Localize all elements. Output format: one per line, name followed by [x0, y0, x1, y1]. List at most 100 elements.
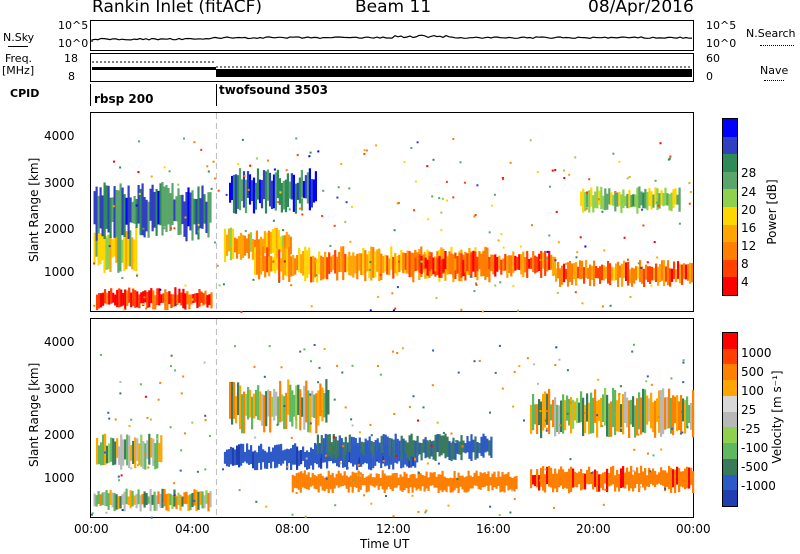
heatmap-cell	[454, 442, 457, 460]
heatmap-cell	[107, 493, 110, 510]
heatmap-speckle	[177, 183, 180, 186]
heatmap-speckle	[659, 142, 662, 145]
heatmap-speckle	[118, 479, 121, 482]
heatmap-cell	[280, 443, 283, 466]
heatmap-cell	[443, 476, 446, 491]
heatmap-cell	[338, 435, 341, 453]
heatmap-cell	[586, 470, 589, 484]
heatmap-speckle	[566, 412, 569, 415]
heatmap-cell	[331, 472, 334, 493]
heatmap-cell	[206, 295, 209, 308]
heatmap-cell	[415, 478, 418, 491]
power-cbar-tick-28: 28	[741, 166, 757, 180]
heatmap-cell	[297, 472, 300, 490]
heatmap-cell	[461, 475, 464, 490]
heatmap-cell	[138, 443, 141, 466]
heatmap-speckle	[377, 295, 380, 298]
heatmap-cell	[669, 268, 672, 287]
heatmap-cell	[136, 438, 139, 461]
heatmap-speckle	[276, 423, 279, 426]
heatmap-cell	[524, 257, 527, 273]
heatmap-cell	[135, 199, 138, 228]
heatmap-cell	[390, 450, 393, 465]
heatmap-cell	[145, 493, 148, 505]
heatmap-cell	[294, 183, 297, 214]
heatmap-cell	[180, 292, 183, 306]
heatmap-cell	[452, 254, 455, 278]
heatmap-cell	[546, 256, 549, 272]
heatmap-cell	[113, 223, 116, 257]
heatmap-speckle	[204, 414, 207, 417]
heatmap-cell	[674, 396, 677, 424]
freq-label-1: Freq.	[5, 52, 33, 65]
heatmap-cell	[418, 254, 421, 273]
heatmap-cell	[412, 252, 415, 272]
heatmap-cell	[242, 171, 246, 208]
heatmap-cell	[650, 191, 653, 210]
heatmap-cell	[586, 393, 589, 422]
heatmap-speckle	[682, 381, 685, 384]
heatmap-cell	[606, 394, 609, 437]
heatmap-cell	[243, 391, 246, 434]
heatmap-cell	[248, 174, 252, 205]
heatmap-cell	[487, 471, 490, 492]
heatmap-speckle	[234, 204, 237, 207]
heatmap-cell	[378, 248, 381, 281]
heatmap-cell	[277, 229, 280, 253]
heatmap-cell	[420, 443, 423, 461]
heatmap-cell	[344, 254, 347, 273]
heatmap-cell	[466, 253, 469, 272]
heatmap-cell	[155, 189, 158, 236]
power-cbar-label: Power [dB]	[765, 179, 779, 245]
heatmap-cell	[171, 183, 174, 226]
heatmap-cell	[351, 471, 354, 493]
xtick-1: 04:00	[175, 522, 210, 536]
heatmap-cell	[321, 475, 324, 491]
heatmap-cell	[258, 179, 262, 204]
heatmap-cell	[131, 237, 134, 270]
heatmap-cell	[251, 396, 254, 430]
heatmap-speckle	[469, 275, 472, 278]
cpid-divider-start	[90, 84, 91, 106]
heatmap-cell	[490, 436, 493, 458]
heatmap-speckle	[545, 427, 548, 430]
heatmap-cell	[651, 266, 654, 281]
heatmap-speckle	[184, 216, 187, 219]
heatmap-cell	[117, 225, 120, 273]
heatmap-cell	[106, 445, 109, 464]
heatmap-cell	[582, 397, 585, 437]
heatmap-cell	[193, 198, 196, 225]
heatmap-cell	[295, 473, 298, 489]
heatmap-speckle	[401, 347, 404, 350]
heatmap-speckle	[295, 492, 298, 494]
heatmap-cell	[558, 469, 561, 488]
heatmap-speckle	[217, 189, 220, 192]
heatmap-cell	[636, 187, 639, 214]
heatmap-cell	[191, 492, 194, 507]
heatmap-cell	[470, 252, 473, 278]
heatmap-speckle	[423, 251, 426, 254]
heatmap-cell	[458, 441, 461, 455]
heatmap-cell	[642, 471, 645, 488]
heatmap-cell	[148, 290, 151, 308]
heatmap-speckle	[295, 137, 298, 140]
heatmap-cell	[323, 393, 326, 418]
heatmap-cell	[264, 450, 267, 469]
heatmap-cell	[510, 255, 513, 277]
heatmap-cell	[655, 263, 658, 282]
heatmap-cell	[254, 450, 257, 471]
heatmap-cell	[480, 436, 483, 456]
heatmap-speckle	[105, 511, 108, 514]
heatmap-cell	[561, 265, 564, 285]
heatmap-cell	[150, 437, 153, 458]
heatmap-cell	[450, 253, 453, 275]
heatmap-cell	[406, 250, 409, 274]
heatmap-speckle	[460, 308, 463, 311]
heatmap-cell	[165, 494, 168, 511]
heatmap-cell	[588, 466, 591, 485]
heatmap-cell	[638, 392, 641, 430]
heatmap-cell	[485, 474, 488, 486]
heatmap-cell	[366, 254, 369, 272]
heatmap-cell	[147, 496, 150, 504]
heatmap-cell	[383, 473, 386, 493]
